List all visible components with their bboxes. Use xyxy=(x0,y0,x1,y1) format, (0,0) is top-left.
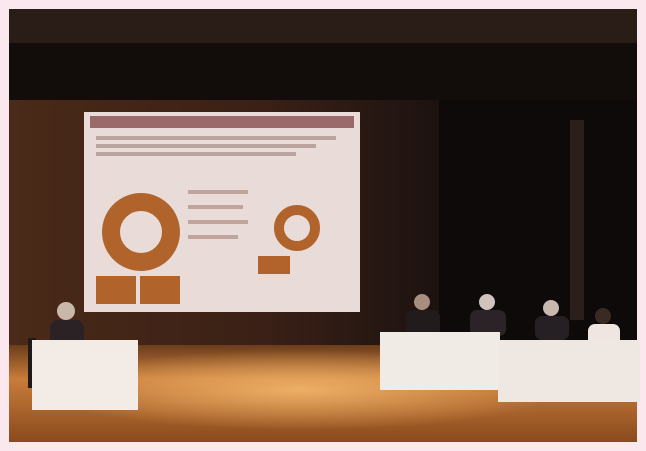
slide-line xyxy=(188,205,243,209)
person-head xyxy=(479,294,495,310)
slide-line xyxy=(188,235,238,239)
table xyxy=(32,340,138,410)
slide-line xyxy=(96,136,336,140)
table xyxy=(380,332,500,390)
pillar xyxy=(570,120,584,320)
person-head xyxy=(595,308,611,324)
slide-box xyxy=(96,276,136,304)
person-head xyxy=(57,302,75,320)
slide-box xyxy=(140,276,180,304)
person-head xyxy=(543,300,559,316)
slide-line xyxy=(96,144,316,148)
page xyxy=(0,0,646,451)
person-head xyxy=(414,294,430,310)
person-body xyxy=(535,316,569,340)
table xyxy=(498,340,640,402)
slide-header xyxy=(90,116,354,128)
photo xyxy=(0,0,646,451)
slide-line xyxy=(188,190,248,194)
slide-line xyxy=(96,152,296,156)
ceiling xyxy=(9,9,637,43)
slide-box xyxy=(258,256,290,274)
slide-line xyxy=(188,220,248,224)
